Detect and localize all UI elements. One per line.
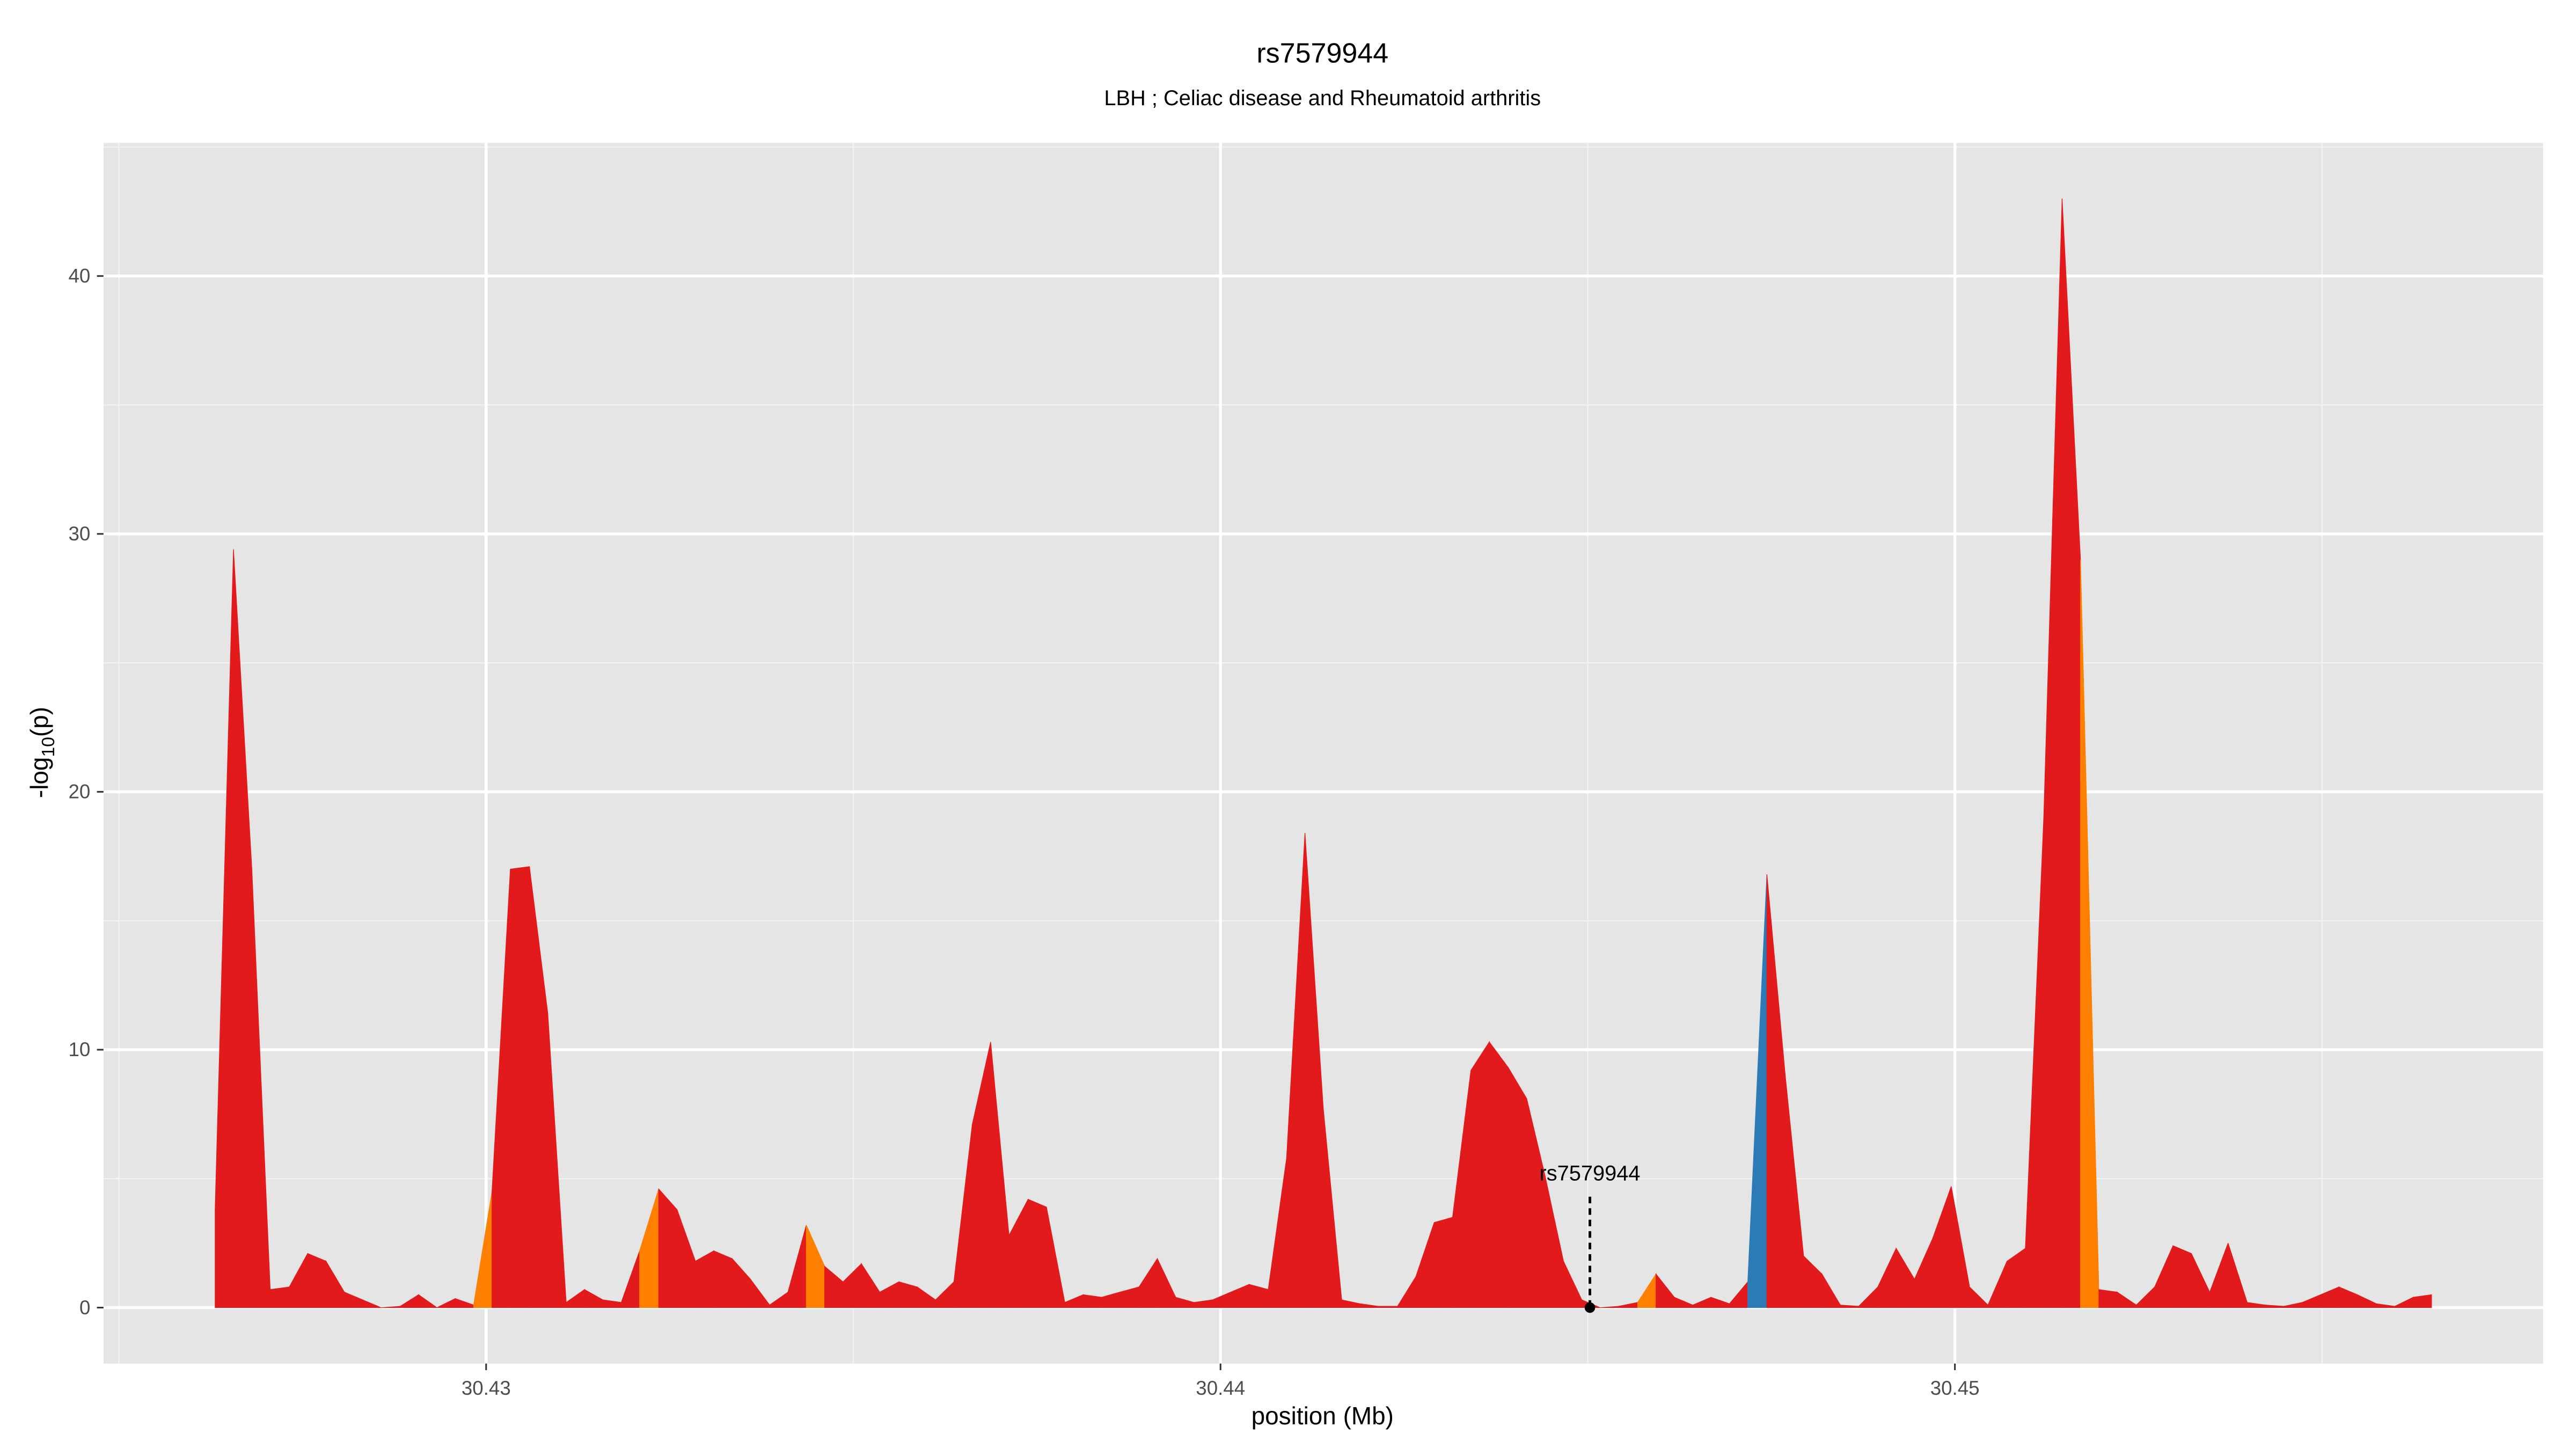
area-segment — [1378, 1306, 1398, 1308]
y-axis-title-main: -log — [25, 757, 53, 799]
x-axis-title: position (Mb) — [1252, 1402, 1394, 1430]
area-segment — [269, 1286, 290, 1308]
x-tick-label: 30.43 — [462, 1377, 511, 1399]
annotation-point — [1584, 1302, 1596, 1313]
y-tick-label: 20 — [69, 781, 91, 803]
y-tick-label: 40 — [69, 265, 91, 287]
annotation-label: rs7579944 — [1540, 1161, 1641, 1185]
area-segment — [1028, 1198, 1047, 1308]
y-axis-title-sub: 10 — [39, 737, 58, 757]
chart-subtitle: LBH ; Celiac disease and Rheumatoid arth… — [1104, 86, 1541, 110]
area-segment — [307, 1253, 327, 1308]
x-tick-label: 30.45 — [1930, 1377, 1980, 1399]
area-segment — [2412, 1294, 2432, 1308]
area-segment — [2172, 1245, 2192, 1308]
area-segment — [695, 1250, 714, 1308]
x-tick-label: 30.44 — [1196, 1377, 1245, 1399]
area-segment — [2098, 1289, 2118, 1308]
y-tick-label: 10 — [69, 1038, 91, 1060]
area-segment — [1433, 1217, 1453, 1308]
y-tick-label: 30 — [69, 523, 91, 545]
y-tick-label: 0 — [79, 1297, 90, 1319]
area-segment — [418, 1294, 438, 1308]
y-axis-title-end: (p) — [25, 707, 53, 737]
y-axis-title: -log10(p) — [25, 707, 58, 798]
area-segment — [362, 1299, 382, 1308]
area-segment — [1470, 1041, 1490, 1308]
area-segment — [1489, 1041, 1509, 1308]
chart-title: rs7579944 — [1256, 38, 1388, 69]
area-segment — [713, 1250, 733, 1308]
area-segment — [658, 1188, 678, 1308]
area-segment — [1508, 1066, 1527, 1308]
area-segment — [510, 866, 530, 1308]
area-segment — [1082, 1294, 1102, 1308]
